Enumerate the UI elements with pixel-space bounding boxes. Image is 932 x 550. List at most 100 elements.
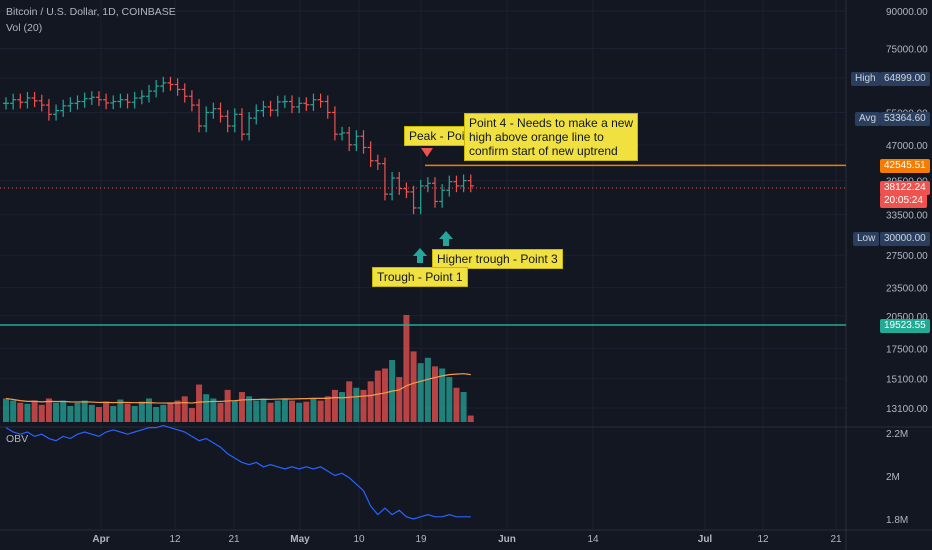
ohlc-bar [167, 76, 174, 91]
volume-bar [17, 402, 24, 422]
volume-bar [153, 407, 160, 422]
volume-bar [160, 404, 167, 422]
price-tick-label: 47000.00 [886, 141, 928, 152]
ohlc-bar [267, 100, 274, 117]
ohlc-bar [424, 177, 431, 193]
time-tick-label: 12 [169, 534, 181, 545]
volume-bar [253, 400, 260, 422]
volume-bar [203, 394, 210, 422]
obv-series-line [5, 424, 471, 520]
volume-bar [246, 396, 253, 422]
volume-bar [181, 396, 188, 422]
ohlc-bar [439, 184, 446, 208]
ohlc-bar [160, 76, 167, 93]
price-tick-label: 27500.00 [886, 251, 928, 262]
point4-annotation[interactable]: Point 4 - Needs to make a new high above… [464, 113, 639, 161]
ohlc-bar [45, 99, 52, 121]
volume-bar [274, 400, 281, 422]
ohlc-bar [238, 108, 245, 141]
volume-bar [360, 389, 367, 422]
ohlc-bar [153, 80, 160, 98]
ohlc-bar [203, 106, 210, 133]
ohlc-bar [231, 108, 238, 133]
ohlc-bar [460, 174, 467, 193]
volume-bar [238, 392, 245, 422]
volume-bar [417, 363, 424, 422]
volume-bar [367, 381, 374, 422]
avg-label: Avg [855, 112, 881, 126]
ohlc-bar [432, 177, 438, 208]
ohlc-bar [246, 112, 253, 141]
volume-bar [95, 407, 102, 422]
volume-bar [396, 377, 403, 422]
ohlc-bar [224, 110, 231, 133]
time-tick-label: 12 [757, 534, 769, 545]
countdown-tag: 20:05:24 [880, 194, 927, 208]
volume-bar [67, 405, 74, 422]
symbol-legend[interactable]: Bitcoin / U.S. Dollar, 1D, COINBASE [6, 6, 176, 18]
volume-bar [210, 398, 217, 422]
obv-legend[interactable]: OBV [6, 433, 29, 445]
obv-tick-label: 2M [886, 472, 900, 483]
volume-bar [10, 400, 17, 422]
volume-bar [403, 315, 410, 422]
trough-arrow-icon [413, 248, 427, 256]
volume-bar [110, 405, 117, 422]
volume-bar [324, 396, 331, 422]
volume-bar [453, 387, 460, 422]
volume-bar [224, 389, 231, 422]
ohlc-bar [24, 91, 31, 109]
price-tick-label: 90000.00 [886, 7, 928, 18]
higher-trough-annotation[interactable]: Higher trough - Point 3 [432, 249, 563, 269]
price-tick-label: 15100.00 [886, 375, 928, 386]
ohlc-bar [17, 93, 24, 109]
ohlc-bar [389, 171, 396, 201]
volume-bar [374, 370, 381, 422]
trough-annotation[interactable]: Trough - Point 1 [372, 267, 468, 287]
time-tick-label: 14 [587, 534, 599, 545]
price-tick-label: 17500.00 [886, 344, 928, 355]
ohlc-bar [346, 126, 353, 152]
price-bars [3, 76, 474, 215]
ohlc-bar [103, 93, 110, 110]
ohlc-bar [124, 93, 131, 109]
volume-bar [267, 402, 274, 422]
ohlc-bar [146, 85, 152, 103]
annotation-arrows [413, 148, 453, 263]
ohlc-bar [131, 91, 138, 109]
ohlc-bar [95, 91, 102, 107]
ohlc-bar [31, 91, 38, 108]
volume-bar [131, 405, 138, 422]
volume-bar [339, 392, 346, 422]
volume-bar [45, 398, 52, 422]
volume-bar [331, 389, 338, 422]
ohlc-bar [453, 175, 460, 193]
volume-bar [38, 404, 45, 422]
avg-value-tag: 53364.60 [880, 112, 930, 126]
ohlc-bar [138, 90, 145, 105]
peak-arrow-icon [421, 148, 433, 157]
ohlc-bar [217, 102, 224, 123]
high-value-tag: 64899.00 [880, 72, 930, 86]
volume-bar [289, 400, 295, 422]
higher-trough-arrow-icon [439, 231, 453, 239]
volume-bar [381, 368, 388, 422]
ohlc-bar [174, 78, 181, 96]
volume-bar [103, 401, 110, 422]
price-tick-label: 20500.00 [886, 312, 928, 323]
ohlc-bar [67, 97, 74, 113]
volume-bars [3, 315, 474, 422]
low-label: Low [853, 232, 880, 246]
ohlc-bar [253, 104, 260, 125]
volume-legend[interactable]: Vol (20) [6, 22, 43, 34]
volume-bar [460, 392, 467, 422]
volume-bar [174, 400, 181, 422]
ohlc-bar [110, 95, 117, 110]
last-price-tag: 38122.24 [880, 181, 930, 195]
volume-bar [439, 368, 446, 422]
ohlc-bar [446, 175, 453, 197]
volume-bar [138, 401, 145, 422]
peak-annotation[interactable]: Peak - Poir [404, 126, 474, 146]
